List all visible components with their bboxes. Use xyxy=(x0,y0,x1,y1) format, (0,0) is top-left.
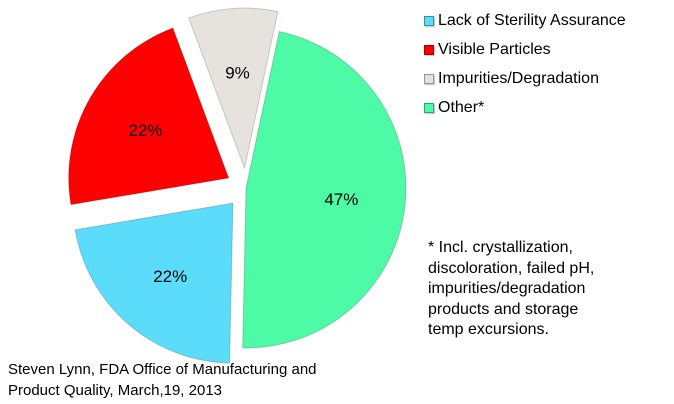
legend-label-sterility: Lack of Sterility Assurance xyxy=(438,11,626,29)
pie-slices xyxy=(68,7,407,364)
slice-impurities xyxy=(188,7,279,170)
legend-swatch-other xyxy=(424,102,434,113)
slice-other-label: 47% xyxy=(324,190,358,209)
legend-swatch-impurities xyxy=(424,73,434,84)
slice-other xyxy=(242,30,407,349)
legend-label-impurities: Impurities/Degradation xyxy=(438,69,599,87)
slice-particles xyxy=(68,27,230,206)
legend-label-particles: Visible Particles xyxy=(438,40,551,58)
legend-item-other: Other* xyxy=(424,93,626,122)
legend-swatch-particles xyxy=(424,44,434,55)
legend-item-impurities: Impurities/Degradation xyxy=(424,64,626,93)
legend-swatch-sterility xyxy=(424,15,434,26)
legend-item-particles: Visible Particles xyxy=(424,35,626,64)
legend-item-sterility: Lack of Sterility Assurance xyxy=(424,6,626,35)
slice-sterility-label: 22% xyxy=(153,267,187,286)
slice-particles-label: 22% xyxy=(129,121,163,140)
source-citation: Steven Lynn, FDA Office of Manufacturing… xyxy=(8,361,317,399)
pie-labels: 47% 22% 22% 9% xyxy=(129,63,359,285)
footnote: * Incl. crystallization, discoloration, … xyxy=(428,239,595,338)
legend: Lack of Sterility Assurance Visible Part… xyxy=(424,6,626,122)
slice-sterility xyxy=(74,202,234,364)
legend-label-other: Other* xyxy=(438,98,485,116)
slice-impurities-label: 9% xyxy=(225,63,250,82)
